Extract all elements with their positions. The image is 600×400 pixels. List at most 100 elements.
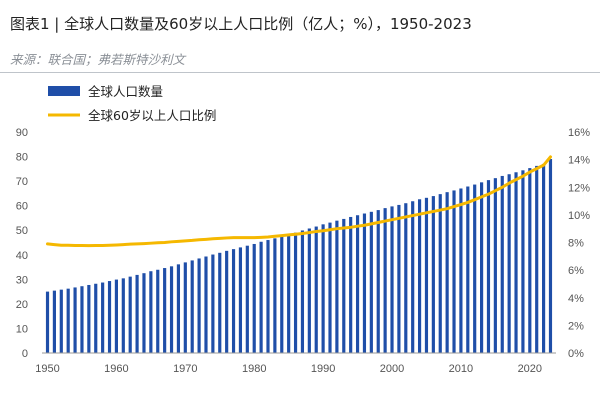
bar-1953: [66, 288, 70, 353]
bar-2008: [445, 192, 449, 353]
bar-2015: [493, 178, 497, 353]
bar-1959: [107, 281, 112, 353]
bar-2005: [424, 197, 429, 353]
x-tick-label: 1990: [311, 363, 335, 375]
y-left-tick-label: 40: [16, 250, 28, 262]
y-left-tick-label: 30: [16, 274, 28, 286]
legend-label-line: 全球60岁以上人口比例: [88, 108, 216, 123]
y-right-tick-label: 6%: [568, 265, 584, 277]
bar-1962: [128, 276, 132, 353]
bar-1989: [314, 226, 318, 353]
legend-label-bar: 全球人口数量: [88, 84, 163, 99]
axes: 0 10 20 30 40 50 60 70 80 90 0% 2% 4% 6% 8% 10% 12% 14% 16…: [16, 127, 590, 375]
bar-1982: [266, 240, 270, 353]
bar-2014: [486, 180, 491, 353]
bar-1960: [114, 279, 118, 353]
bar-1980: [252, 243, 256, 353]
y-right-tick-label: 10%: [568, 210, 590, 222]
bar-1958: [101, 282, 105, 353]
bar-1975: [218, 252, 222, 353]
chart-title: 图表1 | 全球人口数量及60岁以上人口比例（亿人；%），1950-2023: [10, 15, 472, 33]
y-left-tick-label: 20: [16, 299, 28, 311]
x-tick-label: 1950: [35, 363, 59, 375]
x-tick-label: 2000: [380, 363, 404, 375]
bar-2018: [514, 172, 518, 353]
bar-2004: [417, 199, 422, 353]
bar-2023: [548, 159, 553, 353]
y-left-tick-label: 50: [16, 225, 28, 237]
bar-2001: [397, 204, 401, 353]
y-right-tick-label: 8%: [568, 238, 584, 250]
bar-1971: [190, 260, 194, 353]
y-right-tick-label: 2%: [568, 320, 584, 332]
bar-2020: [528, 168, 532, 353]
bar-1993: [342, 218, 346, 353]
bar-1954: [73, 287, 77, 353]
line-series: [46, 155, 552, 248]
y-right-tick-label: 16%: [568, 127, 590, 139]
header-divider: [0, 72, 600, 73]
bar-2010: [459, 188, 463, 353]
bar-2009: [452, 190, 456, 353]
bar-2011: [466, 186, 470, 353]
bar-1977: [231, 249, 236, 353]
bar-1955: [80, 286, 84, 353]
bar-2000: [390, 206, 394, 353]
bar-1976: [225, 250, 229, 353]
bar-2017: [507, 174, 511, 353]
bar-2019: [521, 170, 525, 353]
bar-2022: [542, 163, 546, 353]
chart-source: 来源：联合国；弗若斯特沙利文: [10, 52, 186, 67]
bar-2013: [480, 182, 484, 353]
bar-1961: [121, 278, 125, 353]
bar-1981: [259, 241, 263, 353]
y-right-tick-label: 4%: [568, 293, 584, 305]
y-right-tick-label: 0%: [568, 348, 584, 360]
y-left-tick-label: 60: [16, 201, 28, 213]
y-left-tick-label: 10: [16, 323, 28, 335]
bar-1999: [383, 208, 387, 353]
y-left-tick-label: 80: [16, 152, 28, 164]
bar-1985: [287, 234, 291, 353]
bar-1987: [300, 230, 305, 353]
bar-1967: [163, 268, 167, 353]
bar-1968: [169, 266, 174, 353]
x-tick-label: 1970: [173, 363, 197, 375]
bar-2016: [500, 175, 504, 353]
bar-1956: [87, 284, 91, 353]
bar-1964: [142, 273, 146, 353]
bar-1984: [280, 236, 284, 353]
bar-2012: [473, 184, 477, 353]
bar-1996: [362, 213, 367, 353]
x-tick-label: 2010: [449, 363, 473, 375]
bar-1966: [156, 269, 160, 353]
bar-1965: [149, 271, 153, 353]
bar-1992: [335, 220, 339, 353]
legend-swatch-bar: [48, 86, 80, 96]
bar-1995: [355, 215, 360, 353]
bar-1998: [376, 210, 380, 353]
x-tick-label: 2020: [518, 363, 542, 375]
bar-1997: [369, 211, 373, 353]
bar-2002: [404, 203, 408, 353]
bar-2006: [431, 196, 435, 353]
legend: 全球人口数量 全球60岁以上人口比例: [48, 84, 216, 123]
y-right-tick-label: 12%: [568, 182, 590, 194]
x-tick-label: 1980: [242, 363, 266, 375]
bar-1969: [176, 264, 181, 353]
bar-1963: [135, 274, 139, 353]
y-left-tick-label: 0: [22, 348, 28, 360]
y-left-tick-label: 70: [16, 176, 28, 188]
bar-2021: [535, 165, 539, 353]
bar-1994: [349, 216, 353, 353]
bar-1986: [293, 232, 298, 353]
bar-1991: [328, 222, 332, 353]
bar-1950: [45, 291, 50, 353]
bar-1978: [238, 247, 243, 353]
bar-1952: [59, 289, 63, 353]
bar-1983: [273, 238, 277, 353]
bar-1988: [307, 228, 311, 353]
bar-1951: [52, 290, 56, 353]
y-left-tick-label: 90: [16, 127, 28, 139]
